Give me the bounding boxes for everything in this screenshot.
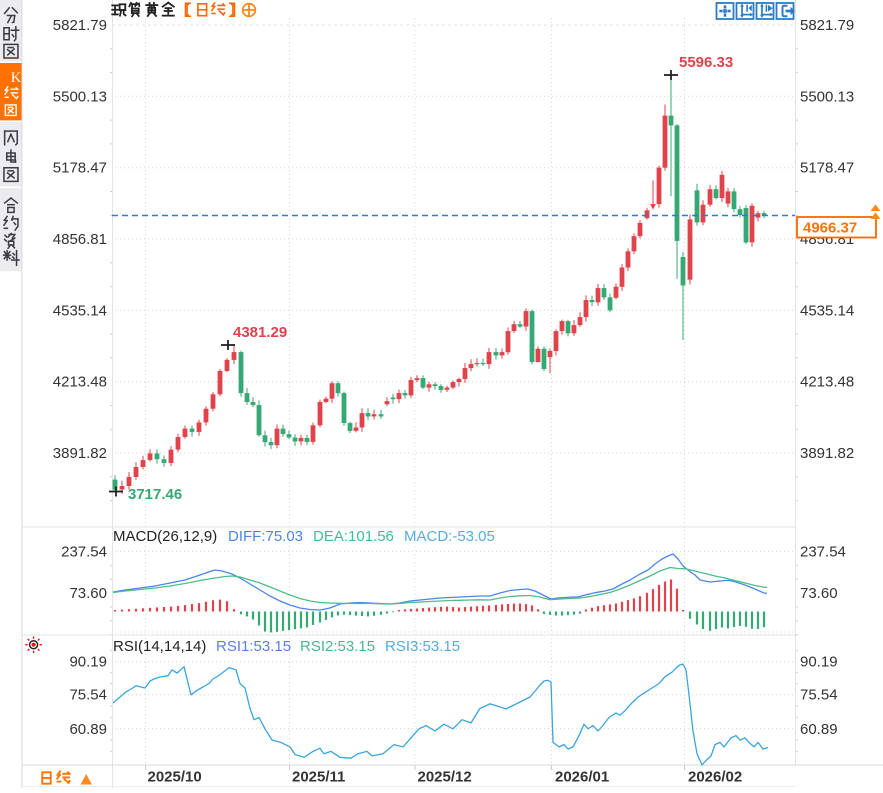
svg-text:5500.13: 5500.13 — [53, 88, 107, 105]
svg-text:RSI3:53.15: RSI3:53.15 — [385, 638, 460, 655]
svg-text:2025/10: 2025/10 — [148, 769, 202, 786]
svg-text:237.54: 237.54 — [800, 543, 846, 560]
svg-text:237.54: 237.54 — [61, 543, 107, 560]
svg-text:5178.47: 5178.47 — [800, 160, 854, 177]
svg-text:73.60: 73.60 — [800, 585, 838, 602]
svg-text:73.60: 73.60 — [69, 585, 107, 602]
svg-text:K: K — [11, 70, 22, 86]
svg-text:2025/12: 2025/12 — [418, 769, 472, 786]
svg-text:MACD:-53.05: MACD:-53.05 — [404, 528, 495, 545]
svg-text:5596.33: 5596.33 — [679, 54, 733, 71]
svg-text:5821.79: 5821.79 — [53, 17, 107, 34]
svg-text:75.54: 75.54 — [69, 687, 107, 704]
svg-text:4213.48: 4213.48 — [53, 374, 107, 391]
svg-text:4213.48: 4213.48 — [800, 374, 854, 391]
svg-text:4535.14: 4535.14 — [53, 302, 107, 319]
svg-text:4856.81: 4856.81 — [53, 231, 107, 248]
svg-text:DEA:101.56: DEA:101.56 — [313, 528, 394, 545]
svg-text:4381.29: 4381.29 — [233, 324, 287, 341]
svg-text:3717.46: 3717.46 — [128, 486, 182, 503]
svg-text:DIFF:75.03: DIFF:75.03 — [228, 528, 303, 545]
svg-text:5178.47: 5178.47 — [53, 160, 107, 177]
svg-text:75.54: 75.54 — [800, 687, 838, 704]
svg-text:90.19: 90.19 — [800, 654, 838, 671]
svg-text:5500.13: 5500.13 — [800, 88, 854, 105]
svg-text:60.89: 60.89 — [800, 721, 838, 738]
svg-text:60.89: 60.89 — [69, 721, 107, 738]
svg-text:4535.14: 4535.14 — [800, 302, 854, 319]
svg-text:5821.79: 5821.79 — [800, 17, 854, 34]
svg-text:4966.37: 4966.37 — [803, 220, 857, 237]
svg-text:90.19: 90.19 — [69, 654, 107, 671]
svg-text:2026/02: 2026/02 — [688, 769, 742, 786]
svg-text:RSI1:53.15: RSI1:53.15 — [216, 638, 291, 655]
svg-text:RSI(14,14,14): RSI(14,14,14) — [113, 638, 206, 655]
svg-text:3891.82: 3891.82 — [800, 445, 854, 462]
svg-text:2026/01: 2026/01 — [555, 769, 609, 786]
svg-text:3891.82: 3891.82 — [53, 445, 107, 462]
svg-text:2025/11: 2025/11 — [292, 769, 345, 786]
svg-text:RSI2:53.15: RSI2:53.15 — [300, 638, 375, 655]
svg-text:MACD(26,12,9): MACD(26,12,9) — [113, 528, 217, 545]
